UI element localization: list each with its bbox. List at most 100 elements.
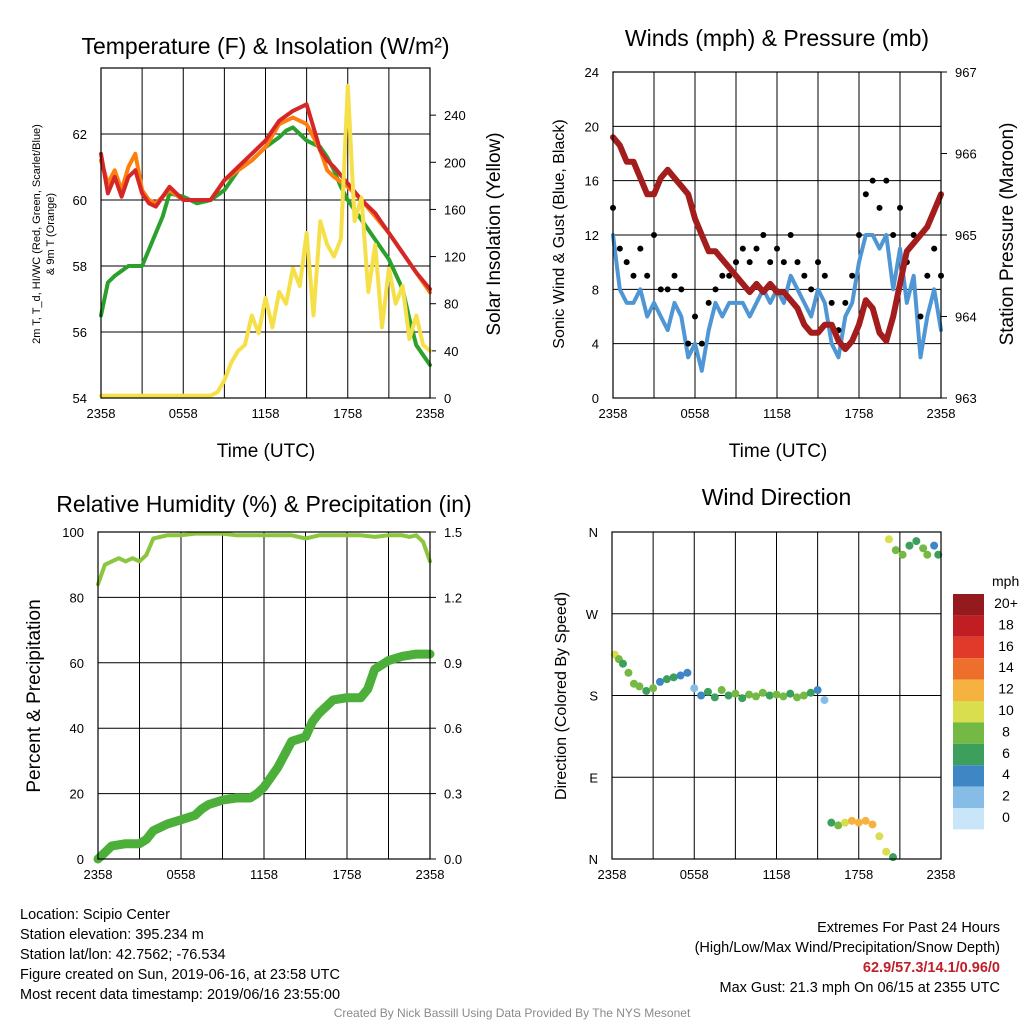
colorbar-swatch [953,722,984,744]
chart-3-direction-point [649,684,658,693]
chart-3-direction-point [891,546,900,555]
chart-0-y2-tick: 40 [444,344,458,359]
chart-2-y-tick: 80 [70,590,84,605]
chart-1-gust-point [712,286,719,293]
colorbar-tick: 2 [1002,788,1010,804]
station-info: Location: Scipio Center Station elevatio… [20,905,340,1005]
chart-1-gust-point [821,272,828,279]
chart-2-y-tick: 20 [70,787,84,802]
chart-1-gust-point [739,245,746,252]
chart-3-direction-point [765,691,774,700]
colorbar-tick: 20+ [994,595,1018,611]
chart-1-gust-point [657,286,664,293]
chart-3-direction-point [793,693,802,702]
colorbar-swatch [953,786,984,808]
colorbar-tick: 8 [1002,723,1010,739]
chart-0-y2-tick: 0 [444,391,451,406]
chart-3-direction-point [861,816,870,825]
chart-1-gust-point [651,232,657,238]
chart-2-y2-tick: 0.3 [444,787,462,802]
chart-2-y-tick: 0 [77,852,84,867]
elevation-text: Station elevation: 395.234 m [20,927,204,943]
chart-3-direction-point [841,818,850,827]
chart-2-y2-tick: 0.9 [444,656,462,671]
chart-0-x-tick: 2358 [87,406,116,421]
chart-2-x-tick: 1158 [250,867,278,882]
chart-1-gust-point [746,259,753,266]
chart-2-frame [97,531,431,860]
chart-3-x-tick: 1158 [763,867,791,882]
chart-2-y2-tick: 1.5 [444,525,462,540]
chart-1-gust-point [808,286,815,293]
chart-0-y-tick: 60 [73,193,87,208]
chart-1-gust-point [644,272,651,279]
credit-text: Created By Nick Bassill Using Data Provi… [333,1006,691,1020]
chart-0-y2-tick: 200 [444,155,466,170]
location-text: Location: Scipio Center [20,907,170,923]
chart-3-direction-point [624,668,633,677]
chart-1-y-tick: 16 [585,174,599,189]
chart-3-direction-point [799,691,808,700]
chart-3-direction-point [898,550,907,559]
extremes-values: 62.9/57.3/14.1/0.96/0 [862,960,1000,976]
chart-1-gust-point [664,286,671,293]
chart-1-gust-point [828,299,835,306]
max-gust-text: Max Gust: 21.3 mph On 06/15 at 2355 UTC [719,980,1000,996]
chart-3-direction-point [820,696,829,705]
chart-1-gust-point [876,204,883,211]
chart-0-y2-tick: 80 [444,297,458,312]
chart-1-gust-point [753,245,760,252]
chart-1-gust-point [794,259,801,266]
chart-2-title: Relative Humidity (%) & Precipitation (i… [56,491,471,517]
chart-3-direction-point [669,673,678,682]
chart-1-gust-point [692,313,698,320]
chart-1-gust-point [924,272,931,279]
chart-1-gust-point [849,272,856,279]
chart-0-y2-tick: 160 [444,202,466,217]
chart-1-gust-point [897,204,903,211]
chart-1-gust-point [733,259,739,266]
chart-1-gust-point [780,259,787,266]
chart-0-x-tick: 0558 [169,406,198,421]
chart-0-y2label: Solar Insolation (Yellow) [484,132,505,335]
chart-2-x-tick: 0558 [167,867,196,882]
chart-1-y-tick: 12 [585,228,599,243]
chart-3-direction-point [642,686,651,695]
chart-3-direction-point [683,668,692,677]
chart-3-frame [611,531,942,860]
chart-0-x-tick: 1758 [333,406,362,421]
chart-1-gust-point [630,272,637,279]
chart-3-direction-point [745,690,754,699]
chart-3-direction-point [875,832,884,841]
chart-3-direction-point [772,690,781,699]
chart-1-gust-point [869,177,876,184]
chart-0-series-3-line [99,83,432,398]
chart-0-ylabel-line2: & 9m T (Orange) [45,193,57,275]
chart-1-y-tick: 20 [585,119,599,134]
chart-3-direction-point [724,691,733,700]
chart-1-gust-point [760,232,767,238]
chart-1-y2-tick: 967 [955,65,977,80]
chart-1-gust-point [685,340,692,347]
chart-1-y2-tick: 966 [955,147,977,162]
chart-3-direction-point [655,677,664,686]
chart-3-direction-point [710,693,719,702]
chart-1-gust-point [931,245,938,252]
chart-0-frame [100,67,431,399]
chart-1-gust-point [705,299,712,306]
chart-3-x-tick: 0558 [680,867,709,882]
chart-1-gust-point [815,259,821,266]
extremes-info: Extremes For Past 24 Hours (High/Low/Max… [695,918,1000,998]
chart-3-y-tick: E [589,770,598,785]
chart-0-y-tick: 58 [73,259,87,274]
chart-3-direction-point [854,818,863,827]
chart-3-direction-point [676,671,685,680]
chart-0-ylabel: 2m T, T_d, HI/WC (Red, Green, Scarlet/Bl… [31,124,43,344]
chart-1-gust-point [842,299,849,306]
chart-1-gust-point [678,286,685,293]
colorbar-tick: 12 [998,681,1014,697]
chart-2-x-tick: 2358 [84,867,113,882]
chart-1-x-tick: 1158 [763,406,791,421]
chart-3-direction-point [697,691,706,700]
